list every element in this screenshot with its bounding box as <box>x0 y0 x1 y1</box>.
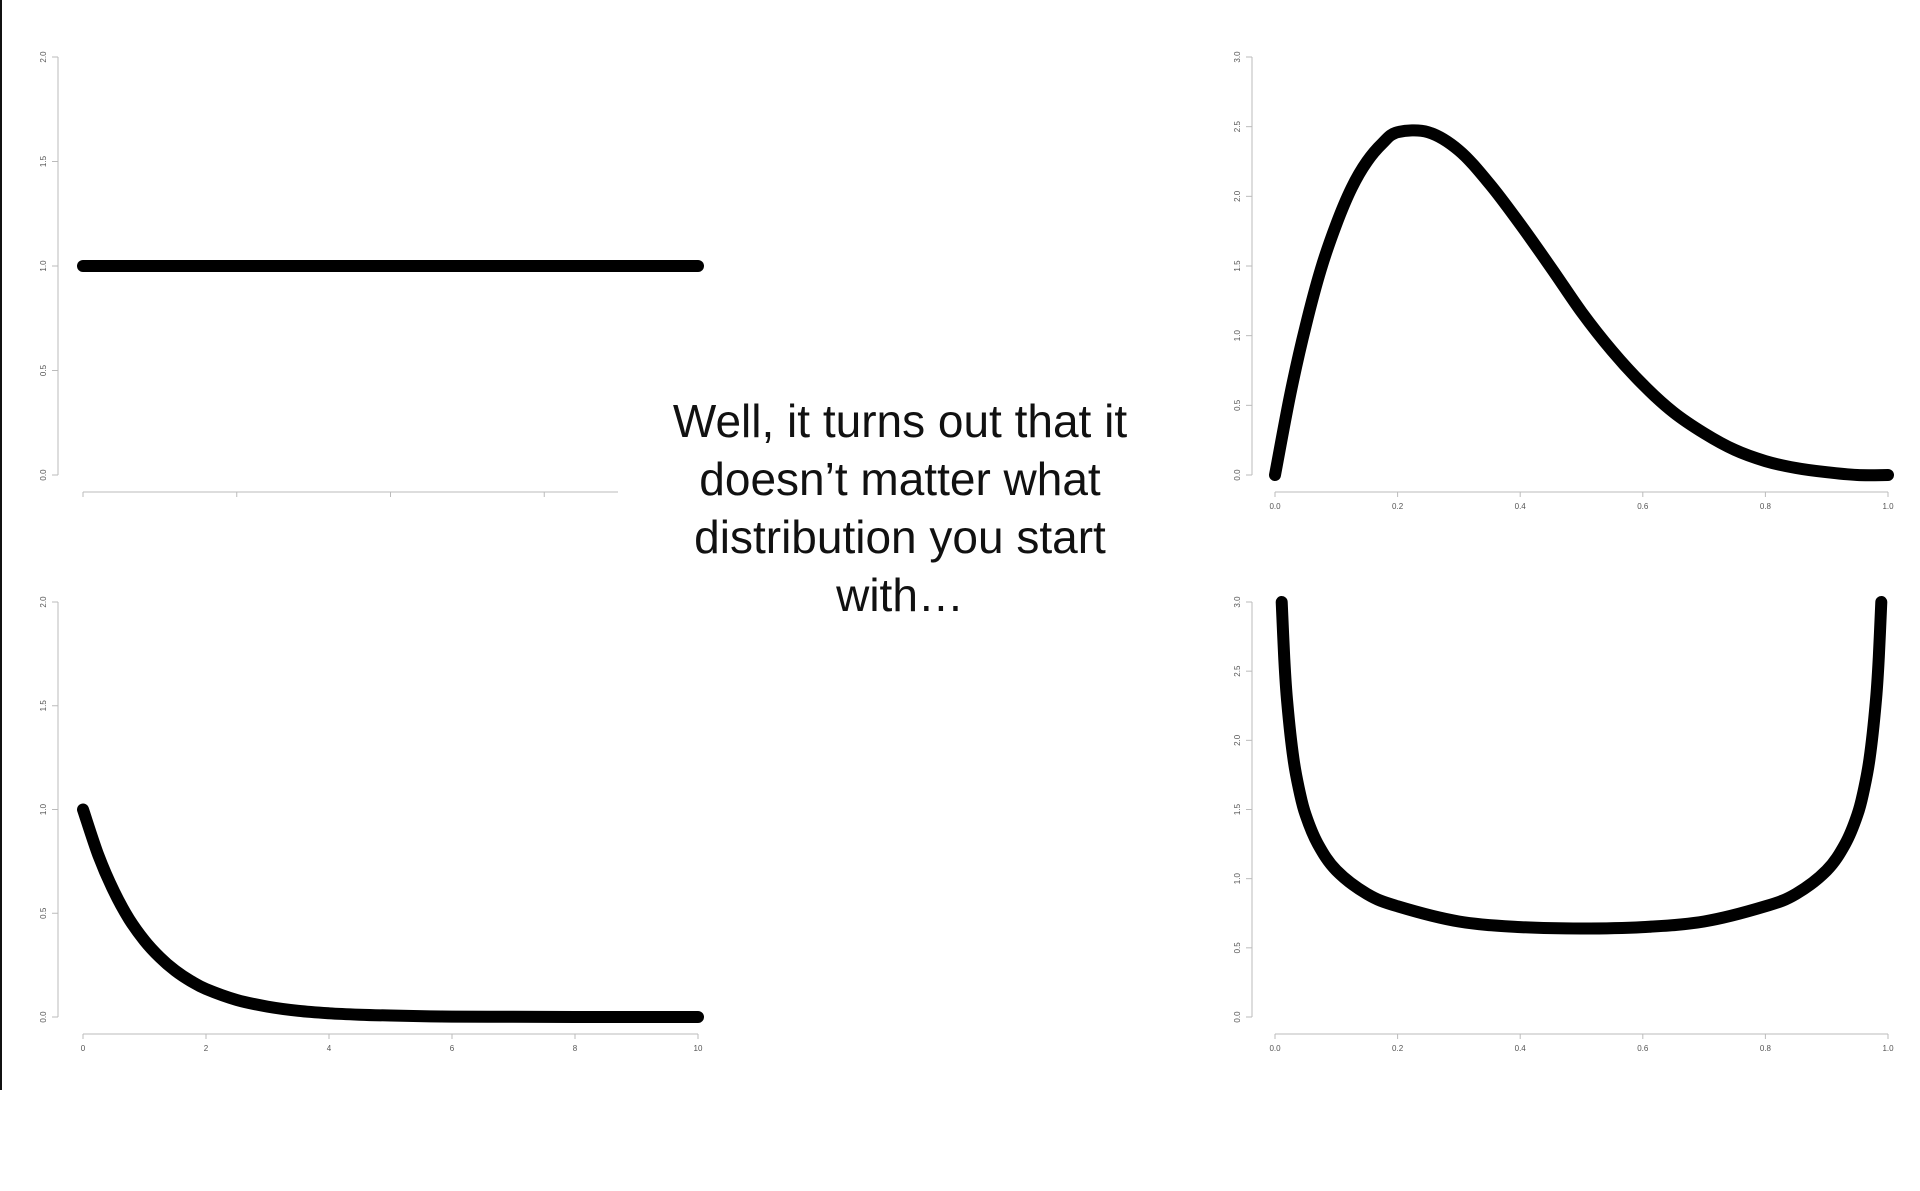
y-tick-label: 1.5 <box>1233 260 1242 272</box>
x-tick-label: 0 <box>81 1044 86 1053</box>
y-tick-label: 3.0 <box>1233 596 1242 608</box>
y-tick-label: 1.5 <box>1233 803 1242 815</box>
density-curve <box>77 803 704 1024</box>
caption-line-3: distribution you start <box>694 511 1106 563</box>
y-tick-label: 1.5 <box>39 155 48 167</box>
x-tick-label: 0.4 <box>1515 1044 1527 1053</box>
y-tick-label: 0.5 <box>1233 942 1242 954</box>
caption-line-1: Well, it turns out that it <box>672 395 1128 447</box>
y-tick-label: 1.0 <box>1233 873 1242 885</box>
x-tick-label: 0.4 <box>1515 502 1527 511</box>
x-tick-label: 0.2 <box>1392 502 1404 511</box>
y-tick-label: 2.0 <box>1233 734 1242 746</box>
y-tick-label: 2.5 <box>1233 665 1242 677</box>
y-tick-label: 2.0 <box>39 51 48 63</box>
y-tick-label: 2.0 <box>39 596 48 608</box>
y-tick-label: 1.0 <box>1233 330 1242 342</box>
y-tick-label: 0.5 <box>39 907 48 919</box>
y-tick-label: 0.5 <box>1233 399 1242 411</box>
y-tick-label: 2.5 <box>1233 121 1242 133</box>
x-tick-label: 10 <box>694 1044 703 1053</box>
x-tick-label: 0.6 <box>1637 1044 1649 1053</box>
y-tick-label: 0.0 <box>39 469 48 481</box>
chart-bottom-right: 0.0 0.5 1.0 1.5 2.0 2.5 3.0 0.0 0.2 0.4 0.6 0.8 1.0 <box>1233 596 1894 1053</box>
chart-bottom-left: 0.0 0.5 1.0 1.5 2.0 0 2 4 6 8 10 <box>39 596 704 1053</box>
x-tick-label: 0.8 <box>1760 502 1772 511</box>
x-tick-label: 4 <box>327 1044 332 1053</box>
x-tick-label: 1.0 <box>1882 502 1894 511</box>
x-tick-label: 0.0 <box>1269 502 1281 511</box>
y-tick-label: 3.0 <box>1233 51 1242 63</box>
y-tick-label: 2.0 <box>1233 190 1242 202</box>
x-tick-label: 0.0 <box>1269 1044 1281 1053</box>
density-curve <box>1275 596 1888 935</box>
x-tick-label: 0.2 <box>1392 1044 1404 1053</box>
x-tick-label: 6 <box>450 1044 455 1053</box>
left-border <box>0 0 2 1090</box>
x-tick-label: 0.8 <box>1760 1044 1772 1053</box>
x-tick-label: 2 <box>204 1044 209 1053</box>
caption-line-2: doesn’t matter what <box>699 453 1101 505</box>
x-tick-label: 0.6 <box>1637 502 1649 511</box>
density-curve <box>1269 124 1894 482</box>
caption-line-4: with… <box>836 569 964 621</box>
y-tick-label: 1.5 <box>39 700 48 712</box>
y-tick-label: 0.0 <box>1233 1011 1242 1023</box>
y-tick-label: 0.5 <box>39 364 48 376</box>
chart-top-right: 0.0 0.5 1.0 1.5 2.0 2.5 3.0 0.0 0.2 0.4 0.6 0.8 1.0 <box>1233 51 1894 511</box>
x-tick-label: 1.0 <box>1882 1044 1894 1053</box>
caption: Well, it turns out that it doesn’t matte… <box>640 392 1160 624</box>
y-tick-label: 1.0 <box>39 803 48 815</box>
y-tick-label: 0.0 <box>1233 469 1242 481</box>
y-tick-label: 0.0 <box>39 1011 48 1023</box>
chart-top-left: 0.0 0.5 1.0 1.5 2.0 <box>39 51 704 497</box>
x-tick-label: 8 <box>573 1044 578 1053</box>
y-tick-label: 1.0 <box>39 260 48 272</box>
